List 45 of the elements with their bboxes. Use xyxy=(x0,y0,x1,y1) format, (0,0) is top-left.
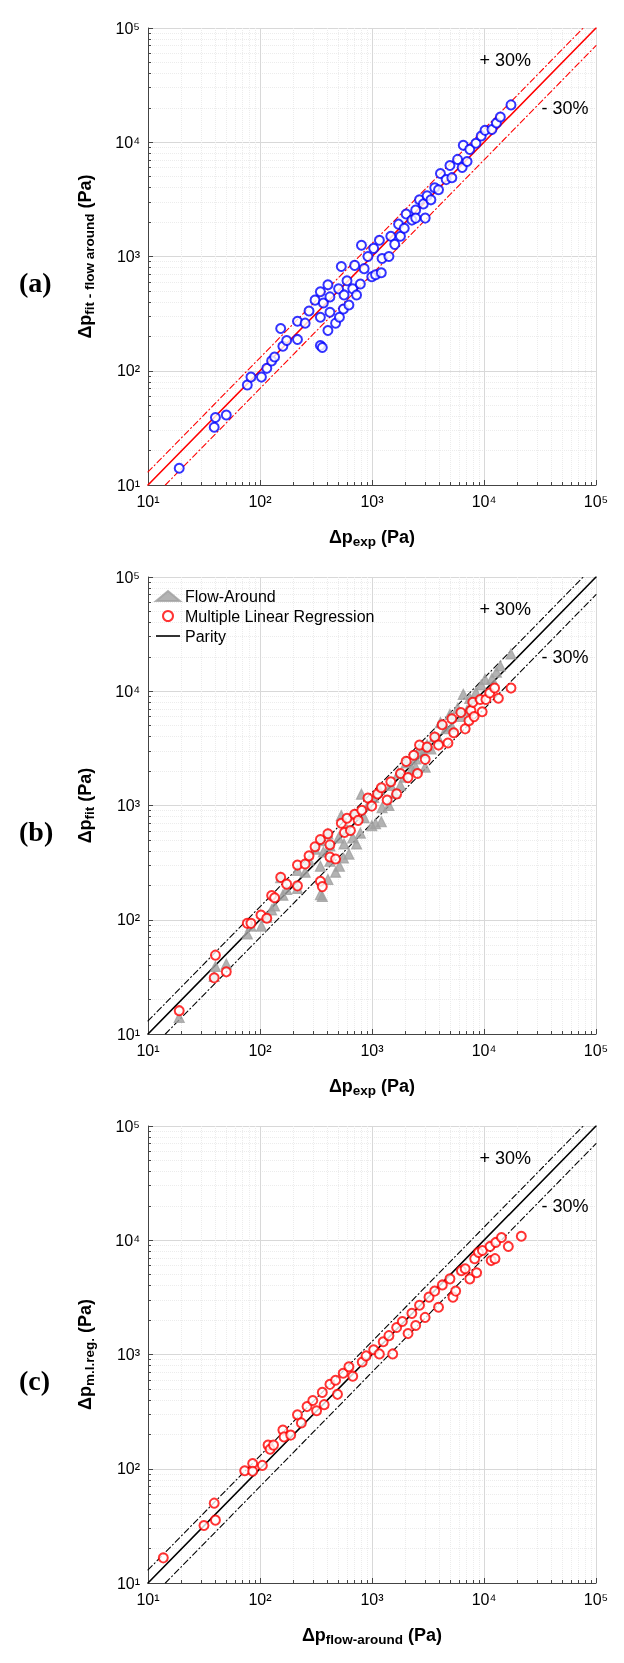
y-tick-label: 10⁵ xyxy=(115,19,140,37)
y-tick-label: 10⁴ xyxy=(115,682,141,700)
y-axis-title: Δpm.l.reg. (Pa) xyxy=(74,1299,97,1410)
y-tick-label: 10³ xyxy=(116,797,141,814)
series-label: - 30% xyxy=(541,97,589,118)
y-tick-label: 10³ xyxy=(116,1346,141,1363)
y-tick-label: 10⁴ xyxy=(115,1231,141,1249)
y-tick-label: 10² xyxy=(116,362,141,380)
y-tick-label: 10¹ xyxy=(116,1025,140,1043)
x-tick-label: 10⁴ xyxy=(471,1590,497,1608)
legend-label: Multiple Linear Regression xyxy=(185,607,375,625)
legend-label: Parity xyxy=(185,627,226,645)
y-tick-label: 10⁵ xyxy=(115,1117,140,1135)
x-tick-label: 10⁵ xyxy=(583,1041,609,1059)
x-tick-label: 10⁵ xyxy=(583,1590,609,1608)
x-tick-label: 10² xyxy=(248,1041,273,1059)
y-axis-title: Δpfit - flow around (Pa) xyxy=(74,174,97,339)
text: (c) xyxy=(19,1365,51,1396)
series-label: - 30% xyxy=(541,646,589,667)
x-tick-label: 10² xyxy=(248,492,273,510)
legend-label: Flow-Around xyxy=(185,587,276,605)
series-label: + 30% xyxy=(479,599,531,619)
series-label: - 30% xyxy=(541,1195,589,1216)
series-label: + 30% xyxy=(479,50,531,70)
x-tick-label: 10³ xyxy=(360,492,385,510)
x-tick-label: 10⁴ xyxy=(471,1041,497,1059)
x-tick-label: 10¹ xyxy=(136,1590,160,1608)
y-tick-label: 10⁵ xyxy=(115,568,140,586)
x-tick-label: 10¹ xyxy=(136,1041,160,1059)
x-tick-label: 10⁵ xyxy=(583,492,609,510)
y-tick-label: 10² xyxy=(116,911,141,929)
y-tick-label: 10⁴ xyxy=(115,133,141,151)
y-tick-label: 10¹ xyxy=(116,1574,140,1592)
x-tick-label: 10³ xyxy=(360,1041,385,1059)
x-tick-label: 10⁴ xyxy=(471,492,497,510)
text: (b) xyxy=(19,816,54,847)
y-tick-label: 10³ xyxy=(116,248,141,265)
x-tick-label: 10² xyxy=(248,1590,273,1608)
y-tick-label: 10¹ xyxy=(116,476,140,494)
y-tick-label: 10² xyxy=(116,1460,141,1478)
y-axis-title: Δpfit (Pa) xyxy=(74,767,97,844)
x-tick-label: 10¹ xyxy=(136,492,160,510)
series-label: + 30% xyxy=(479,1148,531,1168)
text: (a) xyxy=(19,267,52,298)
x-tick-label: 10³ xyxy=(360,1590,385,1608)
